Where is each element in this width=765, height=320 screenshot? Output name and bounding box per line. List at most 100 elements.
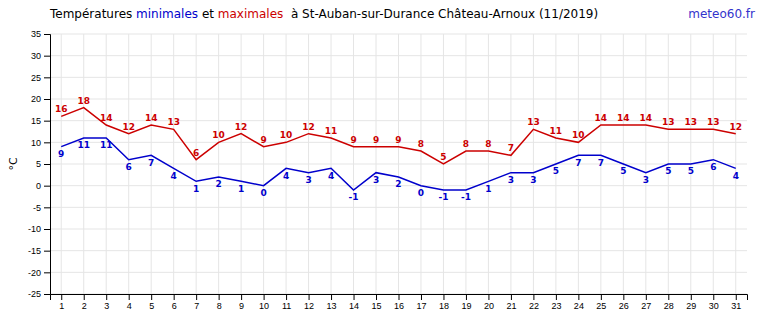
tick: 23 [551, 294, 561, 311]
data-label: 14 [640, 113, 653, 123]
tick: 0 [36, 181, 50, 191]
tick-label: 11 [282, 301, 291, 311]
tick: -5 [33, 203, 50, 213]
grid-line [50, 164, 747, 165]
data-label: 13 [707, 117, 720, 127]
title-part: Températures [49, 7, 136, 21]
data-label: 8 [463, 139, 469, 149]
tick-label: 26 [619, 301, 629, 311]
data-label: 10 [280, 130, 293, 140]
data-label: 3 [530, 175, 536, 185]
tick: 15 [31, 116, 50, 126]
tick: 10 [31, 138, 50, 148]
tick-mark [331, 294, 332, 300]
tick-mark [44, 164, 50, 165]
tick-label: 17 [416, 301, 426, 311]
tick-mark [44, 272, 50, 273]
data-label: 4 [328, 171, 334, 181]
tick-label: 30 [709, 301, 719, 311]
data-label: 5 [665, 166, 671, 176]
tick-mark [106, 294, 107, 300]
tick-mark [44, 77, 50, 78]
data-label: 13 [662, 117, 675, 127]
tick-mark [44, 99, 50, 100]
tick-mark [713, 294, 714, 300]
tick: 35 [31, 29, 50, 39]
data-label: 10 [212, 130, 225, 140]
tick-mark [44, 142, 50, 143]
tick-label: 12 [304, 301, 314, 311]
tick: 27 [641, 294, 651, 311]
grid-line [50, 250, 747, 251]
tick-mark [623, 294, 624, 300]
tick: -25 [28, 289, 50, 299]
tick: 13 [327, 294, 337, 311]
data-label: 11 [77, 140, 90, 150]
chart: 1234567891011121314151617181920212223242… [0, 0, 765, 320]
data-label: 2 [215, 179, 221, 189]
tick-mark [44, 229, 50, 230]
tick-label: 29 [686, 301, 696, 311]
tick-mark [376, 294, 377, 300]
data-label: 4 [283, 171, 289, 181]
data-label: 3 [508, 175, 514, 185]
data-label: 7 [148, 158, 154, 168]
tick-label: 10 [259, 301, 269, 311]
tick-label: 4 [127, 301, 132, 311]
y-axis: -25-20-15-10-505101520253035 [28, 29, 51, 299]
tick-label: 13 [327, 301, 337, 311]
tick-label: 19 [461, 301, 471, 311]
data-label: 3 [305, 175, 311, 185]
tick-label: -10 [28, 224, 41, 234]
tick-label: 25 [31, 73, 41, 83]
y-axis-label: °C [7, 157, 20, 171]
data-label: 5 [440, 152, 446, 162]
data-label: 3 [643, 175, 649, 185]
data-labels: 911116741210434-1320-1-11335775355641618… [55, 96, 742, 203]
tick-mark [578, 294, 579, 300]
data-label: 13 [167, 117, 180, 127]
tick-mark [646, 294, 647, 300]
tick-mark [241, 294, 242, 300]
data-label: 5 [553, 166, 559, 176]
tick: 5 [149, 294, 154, 311]
tick-label: -20 [28, 268, 41, 278]
tick-mark [174, 294, 175, 300]
tick-label: 31 [731, 301, 741, 311]
tick-label: 24 [574, 301, 584, 311]
series-group [61, 108, 736, 190]
tick: 16 [394, 294, 404, 311]
data-label: 13 [685, 117, 698, 127]
tick-label: -5 [33, 203, 41, 213]
data-label: 11 [100, 140, 113, 150]
axis-line [44, 35, 51, 295]
tick-mark [556, 294, 557, 300]
data-label: 0 [418, 188, 424, 198]
data-label: 10 [572, 130, 585, 140]
tick: 31 [731, 294, 741, 311]
tick: 1 [59, 294, 64, 311]
data-label: 16 [55, 104, 68, 114]
title-part: et [198, 7, 218, 21]
data-label: 5 [688, 166, 694, 176]
plot-area: 1234567891011121314151617181920212223242… [28, 29, 748, 311]
title-part: maximales [218, 7, 284, 21]
data-label: -1 [349, 192, 359, 202]
tick-mark [466, 294, 467, 300]
tick: 20 [484, 294, 494, 311]
axis-line [51, 295, 748, 301]
grid-line [50, 207, 747, 208]
data-label: 4 [171, 171, 177, 181]
tick: 29 [686, 294, 696, 311]
tick-mark [399, 294, 400, 300]
tick-label: 2 [82, 301, 87, 311]
data-label: 8 [485, 139, 491, 149]
grid-line [50, 34, 747, 35]
data-label: 11 [550, 126, 563, 136]
title: Températures minimales et maximales à St… [49, 7, 598, 21]
grid-line [50, 272, 747, 273]
tick: 30 [31, 51, 50, 61]
data-label: 14 [617, 113, 630, 123]
tick-mark [668, 294, 669, 300]
data-label: 14 [595, 113, 608, 123]
